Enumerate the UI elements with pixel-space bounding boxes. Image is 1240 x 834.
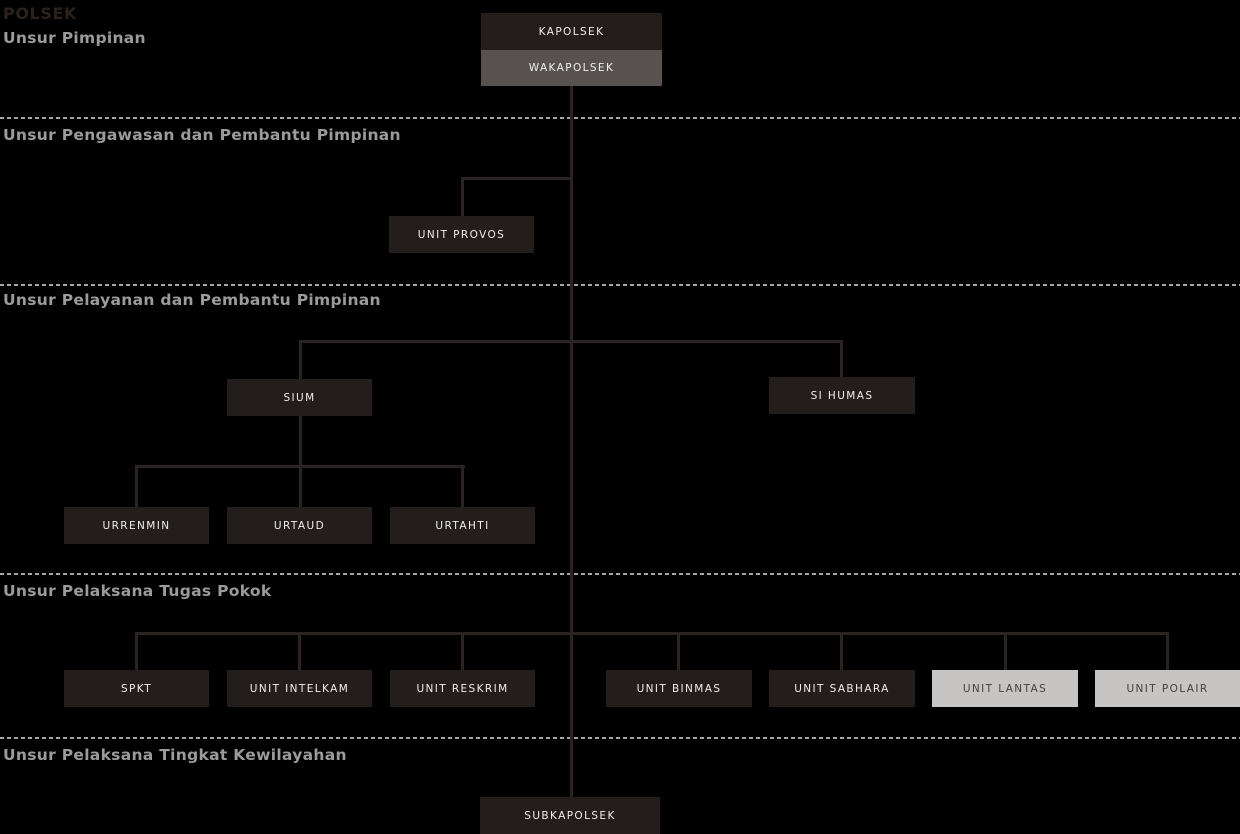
org-node-urtaud[interactable]: URTAUD (227, 507, 372, 544)
org-node-urrenmin[interactable]: URRENMIN (64, 507, 209, 544)
connector-line (299, 340, 302, 379)
connector-line (461, 177, 573, 180)
org-node-sium[interactable]: SIUM (227, 379, 372, 416)
connector-line (840, 632, 843, 670)
section-label-pengawasan: Unsur Pengawasan dan Pembantu Pimpinan (3, 126, 401, 144)
org-node-unit-provos[interactable]: UNIT PROVOS (389, 216, 534, 253)
section-divider (0, 573, 1240, 575)
section-label-pimpinan: Unsur Pimpinan (3, 29, 146, 47)
section-label-kewilayahan: Unsur Pelaksana Tingkat Kewilayahan (3, 746, 347, 764)
org-node-unit-sabhara[interactable]: UNIT SABHARA (769, 670, 915, 707)
connector-line (677, 632, 680, 670)
org-node-unit-lantas[interactable]: UNIT LANTAS (932, 670, 1078, 707)
connector-trunk (570, 86, 573, 797)
connector-line (1166, 632, 1169, 670)
section-label-pelayanan: Unsur Pelayanan dan Pembantu Pimpinan (3, 291, 381, 309)
connector-line (1004, 632, 1007, 670)
section-label-tugas-pokok: Unsur Pelaksana Tugas Pokok (3, 582, 272, 600)
org-node-kapolsek[interactable]: KAPOLSEK (481, 13, 662, 50)
org-node-subkapolsek[interactable]: SUBKAPOLSEK (480, 797, 660, 834)
connector-line (135, 465, 465, 468)
section-divider (0, 737, 1240, 739)
connector-line (135, 632, 138, 670)
connector-line (299, 416, 302, 507)
connector-line (135, 465, 138, 507)
page-title: POLSEK (3, 4, 77, 23)
section-divider (0, 117, 1240, 119)
connector-line (461, 632, 464, 670)
org-node-spkt[interactable]: SPKT (64, 670, 209, 707)
org-node-wakapolsek[interactable]: WAKAPOLSEK (481, 50, 662, 86)
section-divider (0, 284, 1240, 286)
org-node-si-humas[interactable]: SI HUMAS (769, 377, 915, 414)
connector-line (461, 177, 464, 216)
org-node-urtahti[interactable]: URTAHTI (390, 507, 535, 544)
org-node-unit-binmas[interactable]: UNIT BINMAS (606, 670, 752, 707)
connector-line (461, 465, 464, 507)
org-node-unit-reskrim[interactable]: UNIT RESKRIM (390, 670, 535, 707)
connector-line (299, 340, 843, 343)
org-node-unit-intelkam[interactable]: UNIT INTELKAM (227, 670, 372, 707)
org-node-unit-polair[interactable]: UNIT POLAIR (1095, 670, 1240, 707)
connector-line (840, 340, 843, 377)
connector-line (298, 632, 301, 670)
connector-line (135, 632, 1169, 635)
